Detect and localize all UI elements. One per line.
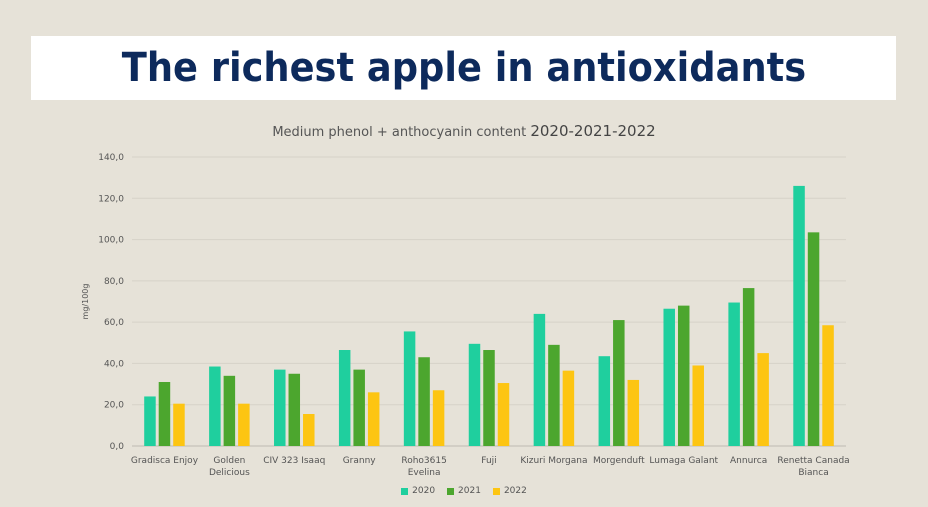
chart-legend: 2020 2021 2022 [0, 486, 928, 496]
x-tick-label: Fuji [481, 456, 496, 466]
legend-item: 2020 [401, 486, 435, 496]
bar [223, 375, 236, 446]
y-axis-label: mg/100g [81, 284, 90, 320]
bar [742, 288, 755, 446]
chart-title: Medium phenol + anthocyanin content 2020… [0, 122, 928, 140]
bar [807, 232, 820, 446]
bar [288, 373, 301, 446]
bar [432, 390, 445, 446]
x-tick-label: Kizuri Morgana [520, 456, 587, 466]
bar [793, 185, 805, 446]
bar [562, 370, 575, 446]
bar [822, 325, 834, 446]
legend-label: 2022 [503, 486, 527, 496]
y-tick-label: 20,0 [104, 401, 124, 411]
bar [367, 392, 380, 446]
y-tick-label: 60,0 [104, 318, 124, 328]
x-tick-label: Gradisca Enjoy [131, 456, 199, 466]
bar [728, 302, 740, 446]
title-banner: The richest apple in antioxidants [31, 36, 896, 100]
legend-swatch [401, 487, 409, 495]
bar [403, 331, 416, 446]
bar [497, 383, 510, 446]
bar [144, 396, 156, 446]
bar [613, 320, 625, 446]
y-tick-label: 40,0 [104, 359, 124, 369]
y-tick-label: 100,0 [98, 236, 124, 246]
bar [533, 313, 546, 446]
bar [663, 308, 675, 446]
legend-item: 2022 [492, 486, 527, 496]
bar [483, 350, 495, 446]
x-tick-label: CIV 323 Isaaq [263, 456, 325, 466]
legend-swatch [447, 487, 455, 495]
legend-label: 2020 [412, 486, 436, 496]
legend-label: 2021 [458, 486, 481, 496]
x-tick-label: Renetta Canada [777, 456, 849, 466]
x-tick-label: Morgenduft [593, 456, 645, 466]
bar [209, 366, 221, 446]
bar [353, 369, 365, 446]
y-tick-label: 0,0 [110, 442, 125, 452]
bar [757, 353, 769, 446]
bar [338, 350, 351, 446]
bar [548, 344, 560, 446]
y-tick-label: 120,0 [98, 194, 124, 204]
x-tick-label: Annurca [730, 456, 767, 466]
bar [303, 414, 315, 446]
y-tick-label: 140,0 [98, 153, 124, 163]
bar [238, 403, 250, 446]
y-tick-label: 80,0 [104, 277, 124, 287]
x-tick-label: Delicious [209, 468, 250, 478]
x-tick-label: Granny [343, 456, 377, 466]
x-tick-label: Golden [213, 456, 245, 466]
bar [598, 356, 611, 446]
bar [158, 382, 171, 446]
bar [468, 343, 481, 446]
chart-title-years: 2020-2021-2022 [530, 122, 656, 140]
legend-swatch [492, 487, 500, 495]
legend-item: 2021 [447, 486, 481, 496]
chart-title-text: Medium phenol + anthocyanin content [272, 125, 527, 140]
page-title: The richest apple in antioxidants [121, 45, 806, 91]
bar [677, 305, 690, 446]
bar [692, 365, 704, 446]
bar [274, 369, 286, 446]
bar [173, 403, 185, 446]
x-tick-label: Roho3615 [401, 456, 446, 466]
x-tick-label: Bianca [798, 468, 828, 478]
x-tick-label: Lumaga Galant [649, 456, 718, 466]
x-tick-label: Evelina [408, 468, 441, 478]
bar [627, 379, 640, 446]
bar [418, 357, 430, 446]
